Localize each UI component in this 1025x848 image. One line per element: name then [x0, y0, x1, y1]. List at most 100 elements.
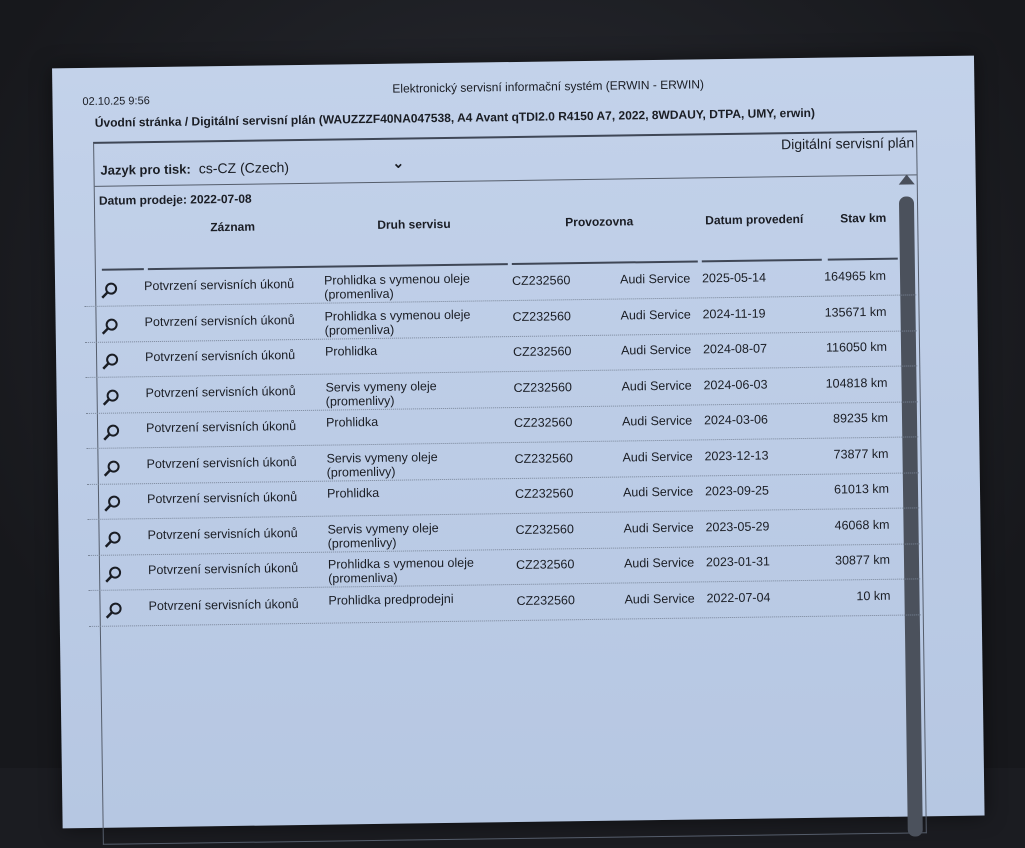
workshop-name-cell: Audi Service — [619, 271, 691, 287]
record-cell: Potvrzení servisních úkonů — [148, 596, 299, 613]
record-cell: Potvrzení servisních úkonů — [146, 490, 298, 507]
workshop-name-cell: Audi Service — [624, 591, 695, 606]
workshop-name-cell: Audi Service — [621, 378, 692, 394]
record-cell: Potvrzení servisních úkonů — [143, 277, 295, 294]
service-type-cell: Prohlidka predprodejni — [328, 591, 453, 607]
date-cell: 2024-11-19 — [702, 305, 766, 321]
service-type: Servis vymeny oleje — [327, 520, 439, 537]
language-value: cs-CZ (Czech) — [198, 159, 290, 177]
table-row: Potvrzení servisních úkonů Servis vymeny … — [86, 437, 919, 485]
table-row: Potvrzení servisních úkonů Prohlidka s vy… — [87, 544, 921, 591]
magnifier-icon[interactable] — [102, 388, 120, 406]
magnifier-icon[interactable] — [103, 495, 121, 513]
service-type-cell: Servis vymeny oleje (promenlivy) — [325, 379, 437, 409]
workshop-name-cell: Audi Service — [622, 484, 694, 500]
table-row: Potvrzení servisních úkonů Servis vymeny … — [85, 366, 918, 414]
magnifier-icon[interactable] — [103, 530, 121, 548]
magnifier-icon[interactable] — [101, 353, 119, 371]
table-row: Potvrzení servisních úkonů Prohlidka CZ232… — [85, 402, 919, 449]
scroll-up-arrow-icon[interactable] — [898, 174, 915, 185]
km-cell: 30877 km — [834, 552, 891, 568]
magnifier-icon[interactable] — [103, 459, 121, 477]
date-cell: 2023-09-25 — [704, 483, 770, 499]
service-type: Prohlidka — [326, 485, 380, 501]
workshop-code-cell: CZ232560 — [514, 450, 574, 466]
magnifier-icon[interactable] — [102, 424, 120, 442]
service-type-variant: (promenliva) — [328, 570, 398, 586]
magnifier-icon[interactable] — [100, 282, 118, 300]
language-select[interactable]: Jazyk pro tisk: cs-CZ (Czech) — [100, 159, 289, 178]
record-cell: Potvrzení servisních úkonů — [146, 454, 297, 471]
table-row: Potvrzení servisních úkonů Prohlidka pred… — [88, 579, 921, 627]
table-row: Potvrzení servisních úkonů Prohlidka CZ232… — [86, 473, 920, 520]
panel-title: Digitální servisní plán — [781, 134, 915, 153]
service-type: Prohlidka s vymenou oleje — [327, 555, 475, 572]
column-header-km: Stav km — [840, 210, 887, 226]
record-cell: Potvrzení servisních úkonů — [145, 383, 296, 400]
table-row: Potvrzení servisních úkonů Prohlidka s vy… — [84, 295, 917, 343]
workshop-code-cell: CZ232560 — [513, 415, 573, 431]
record-cell: Potvrzení servisních úkonů — [147, 561, 299, 578]
sale-date: Datum prodeje: 2022-07-08 — [98, 191, 252, 208]
service-type-cell: Prohlidka — [325, 344, 377, 359]
service-type-variant: (promenlivy) — [325, 393, 395, 409]
service-type: Prohlidka predprodejni — [328, 591, 454, 608]
service-type-cell: Servis vymeny oleje (promenlivy) — [327, 521, 439, 551]
language-label: Jazyk pro tisk: — [100, 161, 191, 178]
workshop-name-cell: Audi Service — [622, 449, 693, 465]
km-cell: 135671 km — [824, 304, 887, 320]
km-cell: 10 km — [856, 588, 891, 603]
magnifier-icon[interactable] — [101, 317, 119, 335]
km-cell: 73877 km — [833, 446, 889, 462]
date-cell: 2022-07-04 — [706, 589, 771, 605]
divider — [94, 174, 917, 187]
service-type: Servis vymeny oleje — [325, 378, 437, 395]
service-type-variant: (promenliva) — [324, 286, 394, 302]
service-type-cell: Prohlidka s vymenou oleje (promenliva) — [324, 307, 470, 337]
column-header-workshop: Provozovna — [565, 214, 634, 230]
service-type-cell: Prohlidka s vymenou oleje (promenliva) — [324, 272, 470, 302]
chevron-down-icon[interactable]: ⌄ — [392, 154, 405, 171]
table-row: Potvrzení servisních úkonů Servis vymeny … — [87, 508, 920, 556]
service-plan-panel: Digitální servisní plán Jazyk pro tisk: c… — [83, 130, 927, 845]
service-type: Prohlidka s vymenou oleje — [323, 271, 471, 288]
workshop-code-cell: CZ232560 — [516, 592, 575, 608]
service-type-variant: (promenlivy) — [326, 464, 396, 480]
system-title: Elektronický servisní informační systém … — [392, 77, 705, 96]
date-cell: 2025-05-14 — [701, 270, 767, 286]
printed-page: 02.10.25 9:56 Elektronický servisní info… — [52, 55, 985, 845]
workshop-code-cell: CZ232560 — [515, 521, 574, 537]
date-cell: 2024-03-06 — [703, 412, 769, 428]
service-type-cell: Prohlidka — [327, 486, 379, 501]
service-type: Servis vymeny oleje — [326, 449, 438, 466]
print-timestamp: 02.10.25 9:56 — [82, 95, 150, 109]
workshop-name-cell: Audi Service — [621, 413, 693, 429]
breadcrumb: Úvodní stránka / Digitální servisní plán… — [94, 105, 816, 130]
magnifier-icon[interactable] — [104, 566, 122, 584]
column-header-date: Datum provedení — [705, 211, 804, 228]
workshop-code-cell: CZ232560 — [512, 344, 572, 360]
magnifier-icon[interactable] — [104, 601, 122, 619]
record-cell: Potvrzení servisních úkonů — [144, 348, 296, 365]
km-cell: 116050 km — [825, 339, 888, 355]
date-cell: 2023-01-31 — [705, 554, 771, 570]
workshop-code-cell: CZ232560 — [512, 308, 572, 324]
date-cell: 2023-05-29 — [705, 518, 770, 534]
service-type-cell: Prohlidka s vymenou oleje (promenliva) — [328, 556, 474, 586]
table-row: Potvrzení servisních úkonů Prohlidka CZ232… — [84, 331, 918, 379]
service-type-variant: (promenlivy) — [327, 535, 397, 551]
service-type: Prohlidka s vymenou oleje — [324, 307, 471, 324]
table-row: Potvrzení servisních úkonů Prohlidka s vy… — [83, 260, 917, 308]
km-cell: 104818 km — [825, 375, 888, 391]
column-header-service-type: Druh servisu — [377, 216, 451, 232]
service-type-variant: (promenliva) — [324, 322, 395, 338]
workshop-code-cell: CZ232560 — [511, 273, 571, 289]
record-cell: Potvrzení servisních úkonů — [147, 525, 298, 542]
service-type-cell: Prohlidka — [326, 415, 378, 430]
date-cell: 2024-08-07 — [702, 341, 768, 357]
workshop-name-cell: Audi Service — [620, 307, 691, 323]
workshop-name-cell: Audi Service — [623, 555, 695, 571]
workshop-code-cell: CZ232560 — [514, 486, 574, 502]
workshop-code-cell: CZ232560 — [515, 557, 575, 573]
record-cell: Potvrzení servisních úkonů — [144, 312, 295, 329]
